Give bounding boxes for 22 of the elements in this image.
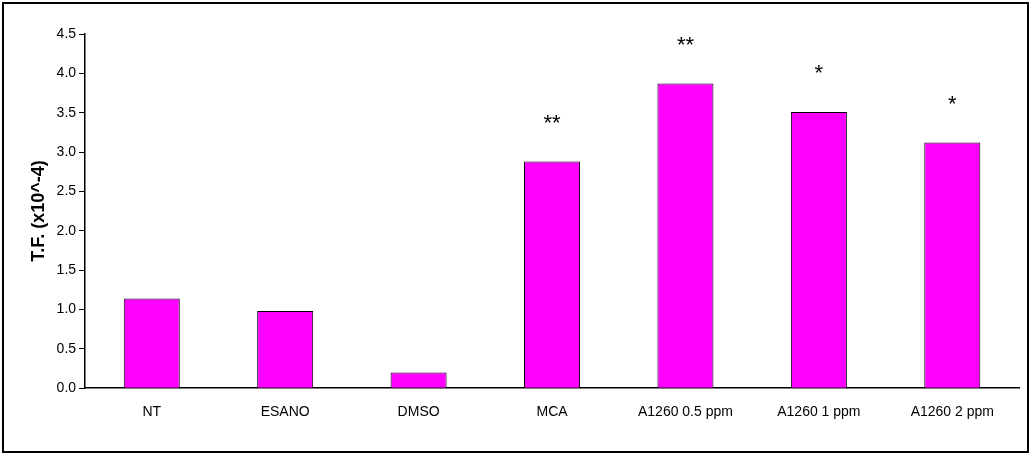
x-tick-label: A1260 0.5 ppm <box>637 403 733 420</box>
y-tick-label: 0.0 <box>56 379 77 396</box>
y-tick-label: 3.0 <box>56 142 77 159</box>
y-tick-label: 4.5 <box>56 24 77 41</box>
x-tick-label: A1260 1 ppm <box>777 403 861 420</box>
y-tick-label: 1.0 <box>56 300 77 317</box>
annotation: * <box>814 59 824 85</box>
y-tick-label: 3.5 <box>56 103 77 120</box>
y-axis-title: T.F. (x10^-4) <box>27 160 48 262</box>
annotation: * <box>948 90 958 116</box>
y-tick-label: 1.5 <box>56 260 77 277</box>
y-tick-label: 0.5 <box>56 339 77 356</box>
y-tick-label: 2.5 <box>56 182 77 199</box>
x-tick-label: NT <box>142 403 162 420</box>
annotation: ** <box>543 109 562 135</box>
annotation: ** <box>676 31 695 57</box>
y-tick-label: 2.0 <box>56 221 77 238</box>
x-tick-label: DMSO <box>397 403 440 420</box>
x-tick-label: A1260 2 ppm <box>910 403 994 420</box>
x-tick-label: ESANO <box>260 403 310 420</box>
x-tick-label: MCA <box>536 403 569 420</box>
y-tick-label: 4.0 <box>56 64 77 81</box>
